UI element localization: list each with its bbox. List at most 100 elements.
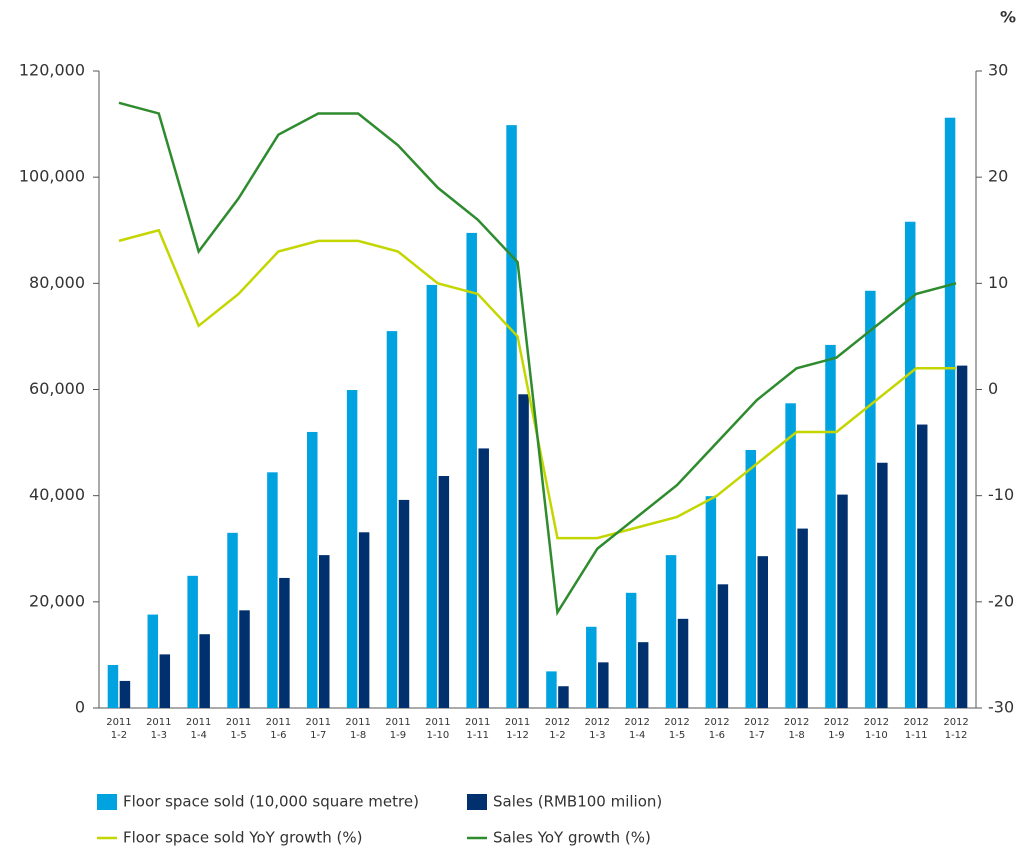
x-tick-label: 1-2 <box>549 730 565 741</box>
x-tick-label: 1-4 <box>629 730 645 741</box>
bar <box>199 634 210 708</box>
bar <box>279 577 290 708</box>
bar <box>438 476 450 708</box>
bar <box>119 680 131 708</box>
bar <box>267 472 278 708</box>
x-tick-label: 2011 <box>306 717 331 728</box>
x-tick-label: 1-7 <box>749 730 765 741</box>
x-tick-label: 1-11 <box>905 730 928 741</box>
legend-label: Floor space sold (10,000 square metre) <box>123 793 419 811</box>
bar <box>147 614 159 708</box>
y2-tick-label: 10 <box>988 273 1008 292</box>
line <box>118 101 957 617</box>
x-tick-label: 2011 <box>226 717 251 728</box>
x-tick-label: 1-7 <box>310 730 326 741</box>
bar <box>159 654 171 708</box>
x-tick-label: 1-12 <box>945 730 968 741</box>
x-tick-label: 2012 <box>545 717 570 728</box>
x-tick-label: 2011 <box>186 717 211 728</box>
x-tick-label: 2011 <box>266 717 291 728</box>
y-tick-label: 20,000 <box>29 591 85 610</box>
x-tick-label: 2011 <box>385 717 410 728</box>
x-tick-label: 2011 <box>106 717 131 728</box>
y-tick-label: 120,000 <box>19 61 85 80</box>
bar <box>757 556 768 708</box>
y2-tick-label: 0 <box>988 379 998 398</box>
y2-tick-label: 30 <box>988 61 1008 80</box>
bar <box>187 575 198 708</box>
x-tick-label: 2012 <box>864 717 889 728</box>
bar <box>904 221 916 709</box>
bar <box>677 618 689 708</box>
x-tick-label: 1-9 <box>828 730 844 741</box>
x-tick-label: 1-9 <box>390 730 406 741</box>
x-tick-label: 2012 <box>624 717 649 728</box>
legend-label: Sales YoY growth (%) <box>493 829 651 847</box>
y-tick-label: 60,000 <box>29 379 85 398</box>
bar <box>478 448 489 708</box>
x-tick-label: 1-3 <box>589 730 605 741</box>
y-tick-label: 40,000 <box>29 485 85 504</box>
bar <box>319 555 330 708</box>
y2-tick-label: -20 <box>988 591 1014 610</box>
x-tick-label: 2012 <box>585 717 610 728</box>
x-tick-label: 2012 <box>903 717 928 728</box>
bar <box>398 499 410 708</box>
bar <box>825 344 836 708</box>
bar <box>518 394 529 708</box>
y2-axis-label: % <box>1000 8 1016 27</box>
x-tick-label: 2011 <box>146 717 171 728</box>
x-tick-label: 1-6 <box>270 730 286 741</box>
x-tick-label: 1-5 <box>669 730 685 741</box>
x-tick-label: 1-10 <box>426 730 449 741</box>
y-tick-label: 0 <box>75 698 85 717</box>
legend-label: Floor space sold YoY growth (%) <box>123 829 363 847</box>
x-tick-label: 1-8 <box>350 730 366 741</box>
bar <box>586 626 597 708</box>
bar <box>877 462 888 708</box>
bar <box>637 642 649 708</box>
x-tick-label: 1-11 <box>466 730 489 741</box>
legend-swatch <box>97 794 117 810</box>
x-tick-label: 2011 <box>505 717 530 728</box>
x-tick-label: 2012 <box>784 717 809 728</box>
bar <box>506 125 517 708</box>
bar <box>745 450 756 708</box>
x-tick-label: 2011 <box>345 717 370 728</box>
bar <box>837 494 848 708</box>
x-tick-label: 2012 <box>943 717 968 728</box>
x-tick-label: 1-8 <box>788 730 804 741</box>
x-tick-label: 1-2 <box>111 730 127 741</box>
legend-label: Sales (RMB100 milion) <box>493 793 662 811</box>
bar <box>227 532 238 708</box>
x-tick-label: 2011 <box>425 717 450 728</box>
x-tick-label: 2012 <box>664 717 689 728</box>
bar <box>107 665 119 708</box>
bar <box>785 403 796 708</box>
bar <box>625 592 637 708</box>
bar <box>598 662 609 708</box>
x-tick-label: 2012 <box>744 717 769 728</box>
x-tick-label: 1-6 <box>709 730 725 741</box>
x-tick-label: 2012 <box>824 717 849 728</box>
x-tick-label: 2011 <box>465 717 490 728</box>
bar <box>717 584 729 708</box>
y-tick-label: 100,000 <box>19 167 85 186</box>
y2-tick-label: -30 <box>988 698 1014 717</box>
bar <box>865 290 876 708</box>
x-tick-label: 1-3 <box>151 730 167 741</box>
y-tick-label: 80,000 <box>29 273 85 292</box>
bar <box>705 496 717 708</box>
bar <box>546 671 557 708</box>
bar <box>665 555 677 708</box>
x-tick-label: 1-5 <box>230 730 246 741</box>
y2-tick-label: 20 <box>988 167 1008 186</box>
legend-swatch <box>467 794 487 810</box>
x-tick-label: 1-4 <box>190 730 206 741</box>
bar <box>466 232 477 708</box>
bar <box>944 117 956 709</box>
bar <box>916 424 928 708</box>
x-tick-label: 2012 <box>704 717 729 728</box>
y2-tick-label: -10 <box>988 485 1014 504</box>
